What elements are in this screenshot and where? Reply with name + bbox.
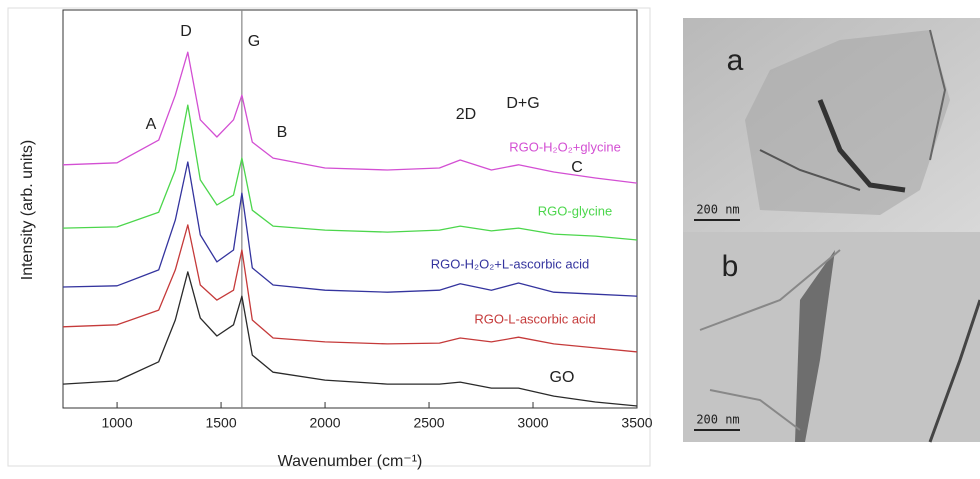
series-label: RGO-H₂O₂+L-ascorbic acid — [431, 256, 590, 271]
x-tick-label: 2000 — [309, 415, 340, 431]
x-tick-label: 3000 — [517, 415, 548, 431]
series-label: RGO-L-ascorbic acid — [474, 311, 595, 326]
x-tick-label: 2500 — [413, 415, 444, 431]
peak-annotation: D+G — [506, 95, 539, 112]
x-tick-label: 3500 — [621, 415, 652, 431]
peak-annotation: G — [248, 33, 260, 50]
spectrum-line — [62, 51, 638, 184]
tem-image-a — [683, 18, 980, 232]
spectrum-line — [62, 271, 638, 407]
x-axis-label: Wavenumber (cm⁻¹) — [278, 453, 423, 470]
scale-bar-label: 200 nm — [696, 413, 739, 427]
chart-frame — [7, 7, 651, 467]
y-axis-label: Intensity (arb. units) — [19, 140, 36, 281]
peak-annotation: D — [180, 23, 192, 40]
peak-annotation: B — [277, 124, 288, 141]
peak-annotation: A — [146, 116, 157, 133]
spectrum-line — [62, 161, 638, 297]
tem-image-b — [683, 232, 980, 443]
scale-bar-label: 200 nm — [696, 203, 739, 217]
plot-frame — [62, 9, 638, 409]
image-label: a — [727, 44, 744, 77]
series-label: GO — [550, 369, 575, 386]
spectrum-line — [62, 224, 638, 353]
series-label: RGO-glycine — [538, 203, 612, 218]
spectrum-line — [62, 104, 638, 241]
x-tick-label: 1500 — [205, 415, 236, 431]
image-label: b — [722, 250, 739, 283]
series-label: RGO-H₂O₂+glycine — [509, 139, 621, 154]
peak-annotation: 2D — [456, 106, 476, 123]
x-tick-label: 1000 — [101, 415, 132, 431]
peak-annotation: C — [571, 159, 583, 176]
